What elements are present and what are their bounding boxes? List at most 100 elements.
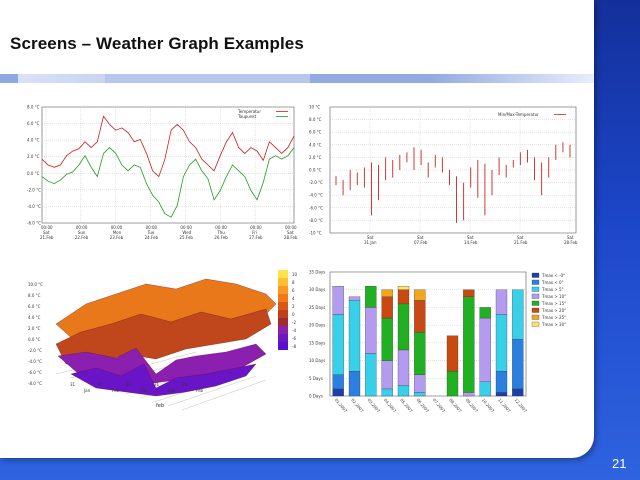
z-tick-label: 2.0 °C <box>28 326 41 331</box>
stacked-bar-segment <box>348 371 361 397</box>
x-time-label: 00:00 <box>111 225 123 230</box>
x-month-label: 08.2007 <box>448 397 463 413</box>
surface-band <box>55 308 272 365</box>
x-day-label: Thu <box>216 230 225 235</box>
legend-label: Tmax > 5° <box>541 287 564 292</box>
y-tick-label: 0.0 °C <box>27 171 40 176</box>
y-tick-label: 5 Days <box>309 376 323 381</box>
x-date-label: 28.Feb <box>284 235 298 240</box>
color-scale-swatch <box>278 342 288 350</box>
stacked-bar-segment <box>397 303 410 351</box>
x-tick-label: 28 <box>182 382 188 387</box>
x-month-label: 03.2007 <box>367 397 382 413</box>
y-tick-label: 20 Days <box>309 323 325 328</box>
legend-swatch <box>531 321 540 327</box>
color-scale-swatch <box>278 310 288 318</box>
color-scale-label: 6 <box>292 288 295 293</box>
axis-label: feb <box>156 403 164 409</box>
color-scale-label: 2 <box>292 304 295 309</box>
x-tick-label: 31 <box>70 382 76 387</box>
stacked-bar-segment <box>332 388 344 397</box>
legend-label-temperature: Temperatur <box>237 109 261 114</box>
legend-label: Tmax > 10° <box>541 294 566 299</box>
z-tick-label: 8.0 °C <box>28 293 41 298</box>
y-tick-label: -8.0 °C <box>309 218 323 223</box>
legend-label: Tmax < 0° <box>541 280 564 285</box>
stacked-bar-segment <box>463 289 475 297</box>
slide-title: Screens – Weather Graph Examples <box>10 34 304 53</box>
legend-label: Tmax > 30° <box>541 322 566 327</box>
y-tick-label: -4.0 °C <box>309 193 323 198</box>
y-tick-label: 30 Days <box>309 287 325 292</box>
x-day-label: Wed <box>182 230 191 235</box>
bar-segment <box>105 74 310 83</box>
stacked-bar-segment <box>381 388 393 397</box>
x-month-label: 06.2007 <box>416 397 431 413</box>
x-tick-label: Feb <box>140 388 148 393</box>
x-date-label: 25.Feb <box>179 235 193 240</box>
stacked-bar-segment <box>479 317 491 382</box>
y-tick-label: 8.0 °C <box>309 117 322 122</box>
minmax-temperature-chart: 10 °C 8.0 °C 6.0 °C 4.0 °C 2.0 °C 0.0 °C -2.0 … <box>308 101 582 248</box>
color-scale-swatch <box>278 286 288 294</box>
x-time-label: 00:00 <box>215 225 227 230</box>
x-time-label: 00:00 <box>41 225 53 230</box>
y-tick-label: 2.0 °C <box>27 154 40 159</box>
color-scale-swatch <box>278 302 288 310</box>
bar-segment <box>310 74 430 83</box>
x-month-label: 07.2007 <box>432 397 447 413</box>
stacked-bar-segment <box>397 289 410 305</box>
z-tick-label: 4.0 °C <box>28 315 41 320</box>
y-tick-label: 0 Days <box>309 394 323 399</box>
x-month-label: 12.2007 <box>514 397 529 413</box>
stacked-bar-segment <box>397 286 410 290</box>
legend-swatch <box>531 307 540 313</box>
legend-label: Min/Max-Temperatur <box>498 112 539 117</box>
legend-label: Tmax > 20° <box>541 308 566 313</box>
x-date-label: 14.Feb <box>464 240 478 245</box>
stacked-bar-segment <box>479 307 491 319</box>
color-scale-label: 8 <box>292 280 295 285</box>
stacked-bar-segment <box>495 392 508 397</box>
x-month-label: 02.2007 <box>350 397 365 413</box>
legend-swatch <box>531 272 540 278</box>
stacked-bar-segment <box>463 296 475 393</box>
z-tick-label: 0.0 °C <box>28 337 41 342</box>
floor-grid-line <box>181 379 267 411</box>
stacked-bar-segment <box>414 332 426 375</box>
x-date-label: 27.Feb <box>249 235 263 240</box>
stacked-bar-segment <box>348 300 361 372</box>
x-date-label: 07.Feb <box>414 240 428 245</box>
y-tick-label: 25 Days <box>309 305 325 310</box>
stacked-bar-segment <box>495 371 508 393</box>
legend-label: Tmax < -0° <box>541 273 565 278</box>
x-day-label: Sat <box>417 235 424 240</box>
x-tick-label: 07 <box>98 382 104 387</box>
stacked-bar-segment <box>381 360 393 390</box>
stacked-days-chart: 35 Days 30 Days 25 Days 20 Days 15 Days 10 Da… <box>308 264 582 420</box>
x-time-label: 00:00 <box>146 225 158 230</box>
x-tick-label: Feb <box>196 388 204 393</box>
x-day-label: Fri <box>252 230 257 235</box>
stacked-bar-segment <box>381 317 393 361</box>
y-tick-label: -2.0 °C <box>27 187 41 192</box>
y-tick-label: 15 Days <box>309 340 325 345</box>
stacked-bar-segment <box>332 286 344 315</box>
stacked-bar-segment <box>495 314 508 372</box>
x-month-label: 10.2007 <box>481 397 496 413</box>
stacked-bar-segment <box>348 296 361 301</box>
x-time-label: 00:00 <box>285 225 297 230</box>
x-day-label: Sat <box>367 235 374 240</box>
stacked-bar-segment <box>332 374 344 390</box>
floor-grid-line <box>167 375 257 407</box>
x-date-label: 22.Feb <box>75 235 89 240</box>
y-tick-label: 4.0 °C <box>27 138 40 143</box>
stacked-bar-segment <box>332 314 344 375</box>
stacked-bar-segment <box>495 289 508 315</box>
stacked-bar-segment <box>512 289 524 340</box>
bar-segment <box>0 74 18 83</box>
x-date-label: 28.Feb <box>564 240 578 245</box>
y-tick-label: -6.0 °C <box>27 221 41 226</box>
x-tick-label: 14 <box>126 382 132 387</box>
color-scale-swatch <box>278 294 288 302</box>
